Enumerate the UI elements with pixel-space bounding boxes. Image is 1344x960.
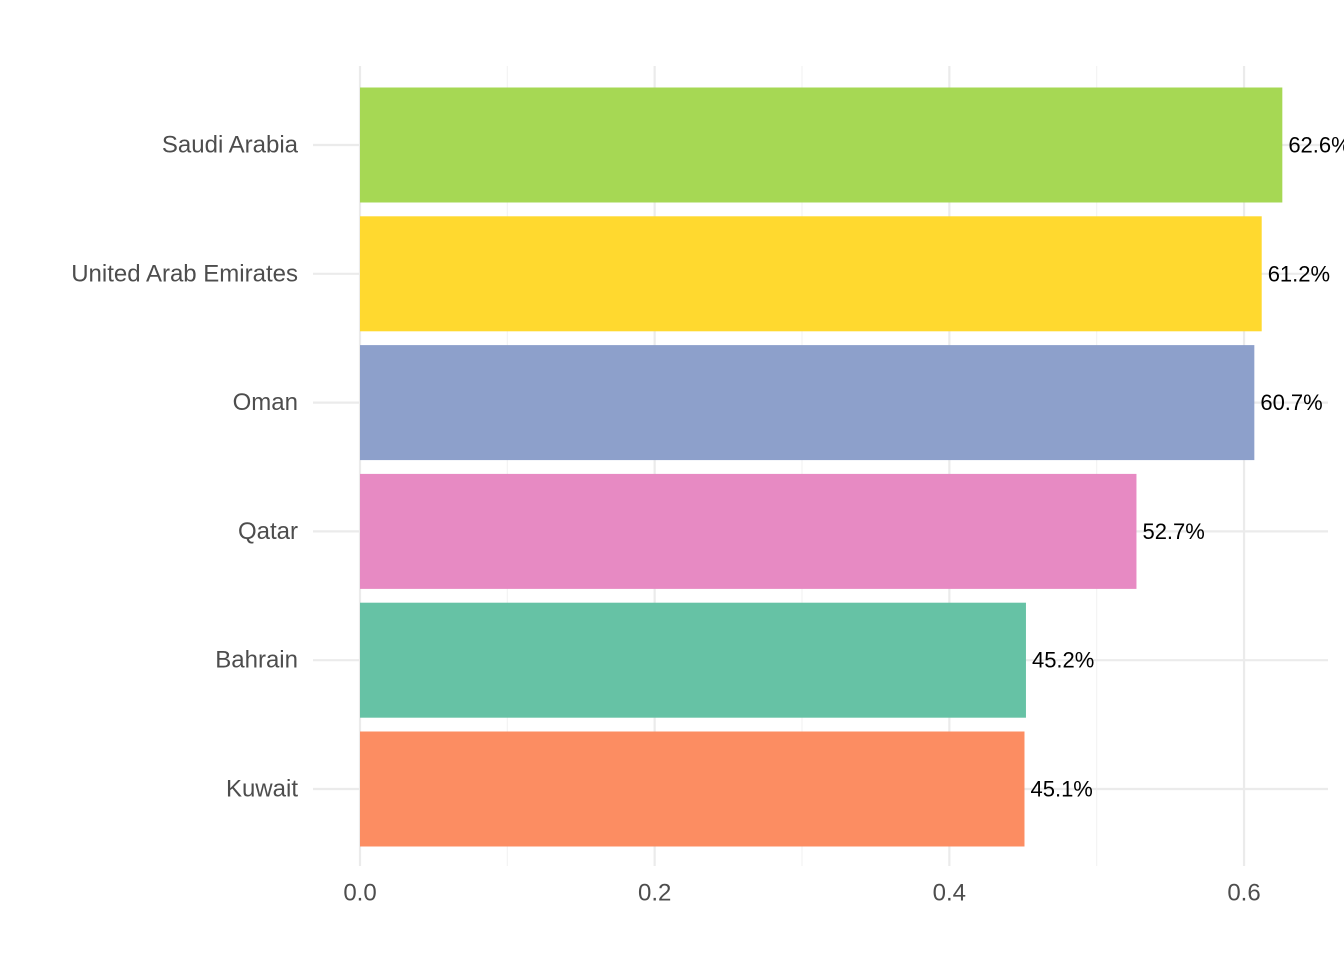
bar bbox=[360, 87, 1283, 203]
value-axis-tick-labels: 0.0 0.2 0.4 0.6 bbox=[343, 880, 1260, 907]
bar bbox=[360, 216, 1262, 332]
category-label: Bahrain bbox=[215, 647, 298, 674]
category-label: Oman bbox=[233, 389, 298, 416]
data-label: 45.2% bbox=[1032, 648, 1094, 673]
x-tick-label: 0.2 bbox=[638, 880, 671, 907]
category-axis-labels: Saudi Arabia United Arab Emirates Oman Qata… bbox=[71, 132, 298, 803]
category-label: Saudi Arabia bbox=[162, 132, 299, 159]
data-label: 45.1% bbox=[1030, 777, 1092, 802]
category-label: United Arab Emirates bbox=[71, 260, 298, 287]
category-label: Qatar bbox=[238, 518, 298, 545]
bar bbox=[360, 345, 1255, 461]
x-tick-label: 0.0 bbox=[343, 880, 376, 907]
data-label: 52.7% bbox=[1142, 519, 1204, 544]
bar bbox=[360, 602, 1026, 718]
bar bbox=[360, 731, 1025, 847]
data-label: 60.7% bbox=[1260, 390, 1322, 415]
bars bbox=[360, 87, 1283, 847]
x-tick-label: 0.6 bbox=[1227, 880, 1260, 907]
x-tick-label: 0.4 bbox=[933, 880, 966, 907]
data-label: 61.2% bbox=[1268, 261, 1330, 286]
bar bbox=[360, 473, 1137, 589]
data-label: 62.6% bbox=[1288, 133, 1344, 158]
data-labels: 62.6% 61.2% 60.7% 52.7% 45.2% 45.1% bbox=[1030, 133, 1344, 802]
category-label: Kuwait bbox=[226, 776, 298, 803]
